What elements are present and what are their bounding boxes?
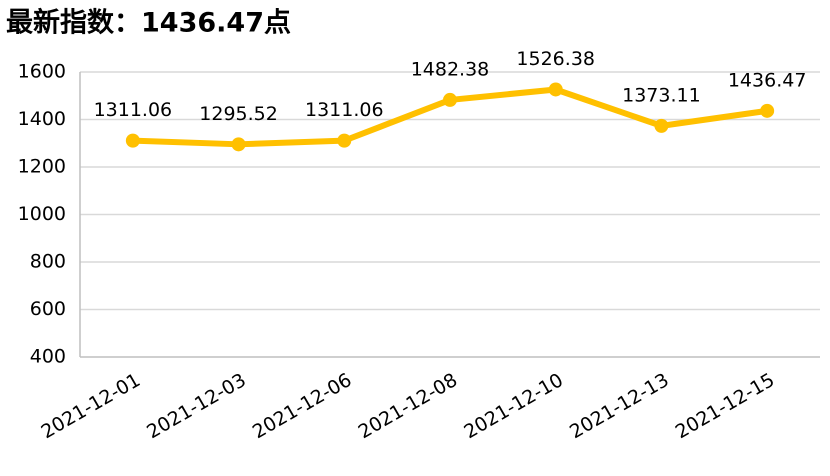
data-label: 1311.06 — [94, 99, 173, 121]
y-tick-label: 400 — [30, 346, 66, 368]
marker — [760, 103, 775, 118]
x-tick-label: 2021-12-10 — [460, 369, 567, 443]
data-label: 1436.47 — [728, 69, 807, 91]
data-label: 1526.38 — [516, 48, 595, 70]
data-label: 1311.06 — [305, 99, 384, 121]
marker — [548, 82, 563, 97]
x-tick-label: 2021-12-06 — [249, 369, 356, 443]
data-label: 1295.52 — [199, 103, 278, 125]
y-tick-label: 1200 — [18, 156, 66, 178]
marker — [443, 92, 457, 107]
chart-title: 最新指数：1436.47点 — [6, 7, 291, 39]
x-tick-label: 2021-12-03 — [143, 369, 250, 443]
y-tick-label: 1000 — [18, 203, 66, 225]
x-tick-label: 2021-12-08 — [355, 369, 462, 443]
x-tick-label: 2021-12-13 — [566, 369, 673, 443]
y-tick-label: 600 — [30, 298, 66, 320]
y-tick-label: 1600 — [18, 61, 66, 83]
x-tick-label: 2021-12-15 — [672, 369, 779, 443]
y-tick-label: 1400 — [18, 108, 66, 130]
marker — [337, 133, 352, 148]
data-label: 1373.11 — [622, 84, 701, 106]
marker — [125, 133, 140, 148]
marker — [654, 118, 669, 133]
x-tick-label: 2021-12-01 — [37, 369, 144, 443]
marker — [231, 137, 246, 152]
y-tick-label: 800 — [30, 251, 66, 273]
data-label: 1482.38 — [411, 58, 490, 80]
